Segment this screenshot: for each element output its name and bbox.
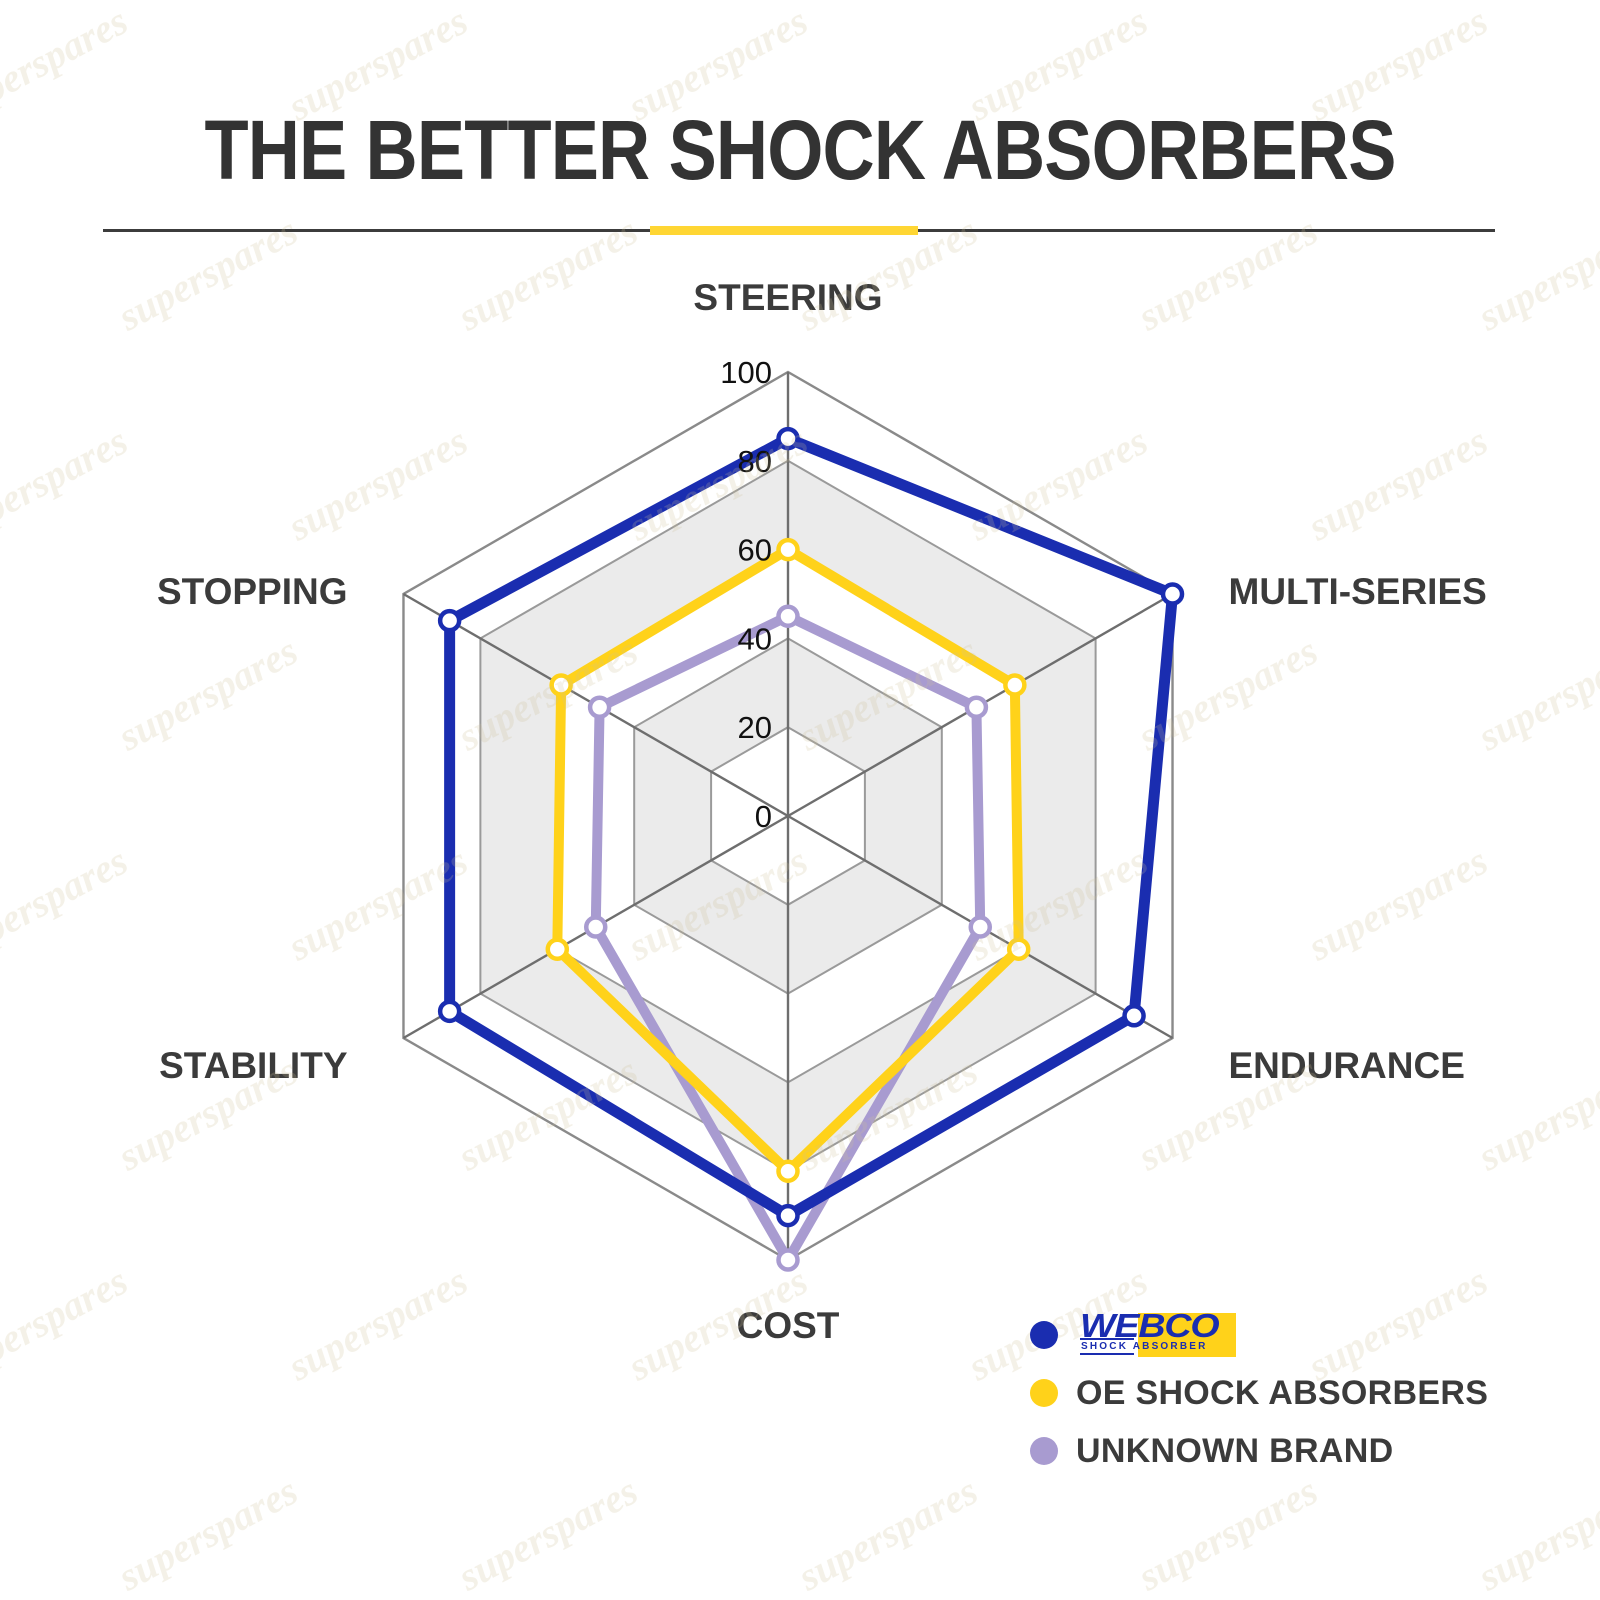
radar-data-point bbox=[1003, 673, 1027, 697]
radar-axis-label-multi-series: MULTI-SERIES bbox=[1229, 571, 1487, 612]
radar-data-point bbox=[587, 695, 612, 719]
page-title: THE BETTER SHOCK ABSORBERS bbox=[204, 103, 1396, 197]
radar-axis-label-cost: COST bbox=[737, 1305, 840, 1346]
chart-legend: WEBCO SHOCK ABSORBER OE SHOCK ABSORBERS … bbox=[1030, 1306, 1550, 1480]
radar-data-point bbox=[1006, 937, 1031, 961]
radar-tick-label: 100 bbox=[720, 355, 772, 390]
radar-data-point bbox=[776, 1248, 800, 1272]
webco-logo-yellow-block bbox=[1138, 1313, 1236, 1357]
radar-data-point bbox=[776, 604, 800, 628]
header: THE BETTER SHOCK ABSORBERS bbox=[0, 0, 1600, 250]
radar-data-point bbox=[964, 695, 989, 719]
radar-tick-label: 20 bbox=[738, 710, 772, 745]
webco-logo: WEBCO SHOCK ABSORBER bbox=[1076, 1307, 1236, 1359]
radar-data-point bbox=[1122, 1004, 1146, 1028]
radar-data-point bbox=[545, 937, 570, 961]
radar-tick-label: 60 bbox=[738, 533, 772, 568]
legend-item-unknown-brand[interactable]: UNKNOWN BRAND bbox=[1030, 1422, 1550, 1480]
radar-data-point bbox=[583, 915, 608, 939]
radar-data-point bbox=[776, 1159, 800, 1183]
legend-color-swatch-unknown bbox=[1030, 1437, 1058, 1465]
webco-logo-rule-top bbox=[1080, 1338, 1134, 1340]
radar-data-point bbox=[437, 999, 462, 1024]
radar-data-point bbox=[776, 426, 800, 451]
radar-tick-label: 80 bbox=[738, 444, 772, 479]
legend-item-webco[interactable]: WEBCO SHOCK ABSORBER bbox=[1030, 1306, 1550, 1364]
radar-axis-label-endurance: ENDURANCE bbox=[1229, 1045, 1465, 1086]
webco-logo-tagline: SHOCK ABSORBER bbox=[1081, 1341, 1208, 1352]
radar-data-point bbox=[437, 608, 462, 633]
radar-data-point bbox=[776, 1203, 800, 1228]
radar-data-point bbox=[549, 673, 573, 697]
radar-axis-label-stopping: STOPPING bbox=[157, 571, 348, 612]
webco-logo-wordmark: WEBCO bbox=[1080, 1307, 1220, 1344]
radar-data-point bbox=[776, 537, 800, 562]
legend-label-oe: OE SHOCK ABSORBERS bbox=[1076, 1373, 1489, 1412]
legend-color-swatch-oe bbox=[1030, 1379, 1058, 1407]
radar-axis-label-stability: STABILITY bbox=[159, 1045, 348, 1086]
legend-label-unknown: UNKNOWN BRAND bbox=[1076, 1431, 1394, 1470]
radar-data-point bbox=[968, 915, 993, 939]
radar-grid-band bbox=[634, 638, 942, 994]
radar-axis-label-steering: STEERING bbox=[693, 277, 882, 318]
webco-logo-rule-bottom bbox=[1080, 1353, 1134, 1355]
legend-color-swatch-webco bbox=[1030, 1321, 1058, 1349]
title-accent-bar bbox=[650, 226, 918, 235]
radar-tick-label: 0 bbox=[755, 799, 772, 834]
radar-data-point bbox=[1160, 582, 1185, 606]
legend-item-oe-shock-absorbers[interactable]: OE SHOCK ABSORBERS bbox=[1030, 1364, 1550, 1422]
radar-tick-label: 40 bbox=[738, 621, 772, 656]
